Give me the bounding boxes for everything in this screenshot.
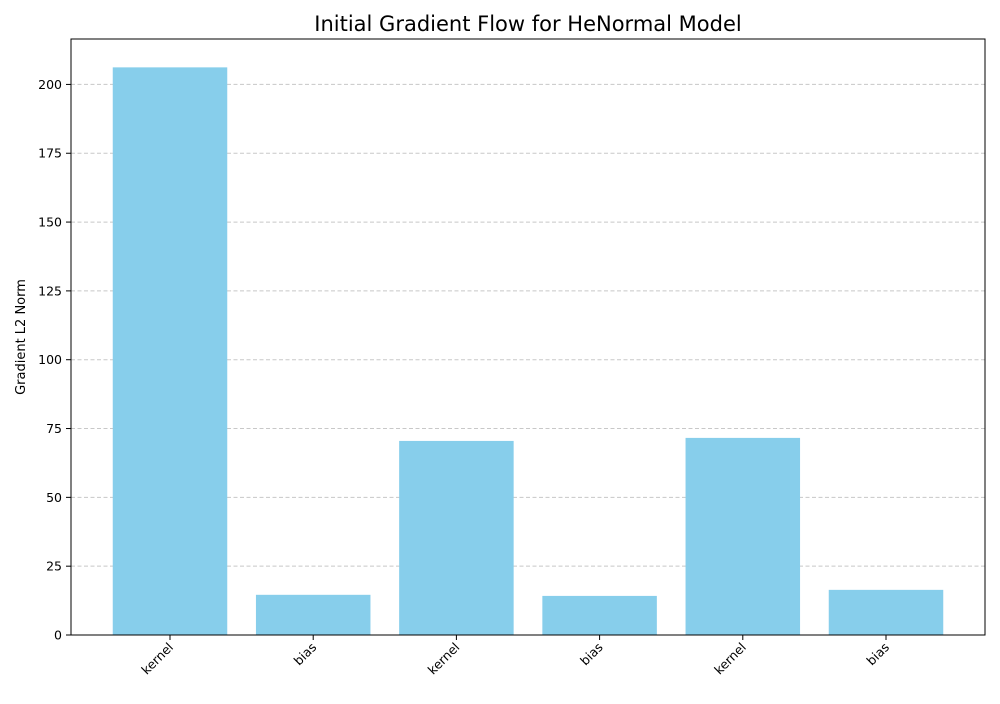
y-tick-label: 200	[38, 77, 62, 92]
bar	[542, 595, 657, 635]
x-tick-label: kernel	[425, 640, 463, 678]
x-tick-label: kernel	[138, 640, 176, 678]
y-tick-label: 125	[38, 283, 62, 298]
y-tick-label: 75	[46, 421, 62, 436]
bar	[685, 437, 801, 635]
x-tick-label: bias	[291, 640, 320, 669]
y-tick-label: 150	[38, 215, 62, 230]
y-tick-label: 0	[54, 628, 62, 643]
x-tick-label: kernel	[711, 640, 749, 678]
x-tick-label: bias	[863, 640, 892, 669]
y-tick-label: 50	[46, 490, 62, 505]
bar	[828, 589, 944, 635]
bar	[255, 594, 371, 635]
y-tick-label: 25	[46, 559, 62, 574]
bar	[112, 67, 228, 635]
bars	[112, 67, 944, 635]
y-tick-label: 100	[38, 352, 62, 367]
y-tick-label: 175	[38, 146, 62, 161]
chart-title: Initial Gradient Flow for HeNormal Model	[314, 12, 741, 36]
plot-frame	[70, 38, 986, 636]
axes: 0 25 50 75 100 125 150 175 200 kernel bias kernel bi…	[38, 38, 986, 678]
y-axis-label: Gradient L2 Norm	[14, 279, 29, 395]
bar	[399, 440, 514, 635]
x-tick-label: bias	[577, 640, 606, 669]
